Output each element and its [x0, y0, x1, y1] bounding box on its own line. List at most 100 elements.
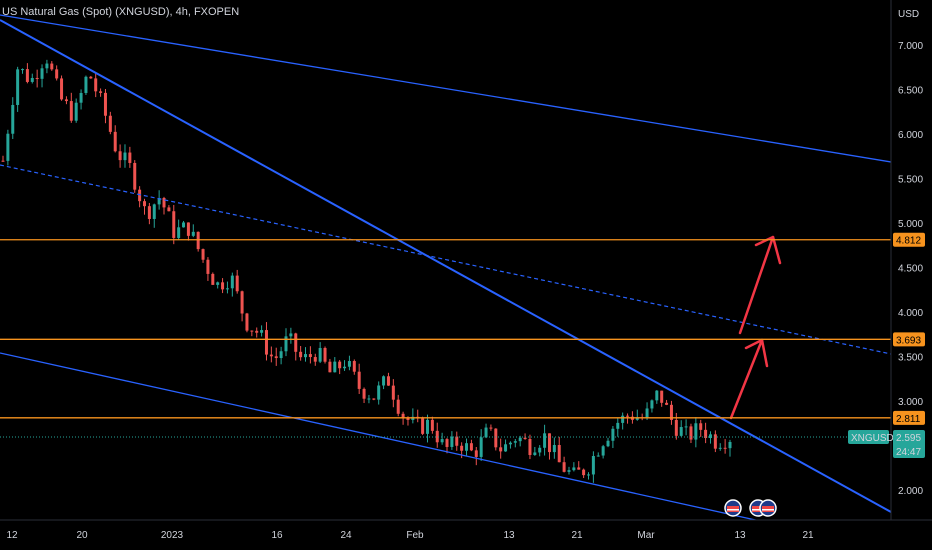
horizontal-levels[interactable] [0, 239, 891, 419]
candle-body [60, 78, 64, 100]
candle-body [655, 390, 659, 401]
candle-body [528, 439, 532, 455]
candle-body [84, 76, 88, 93]
candle-body [723, 447, 727, 449]
candle-body [699, 423, 703, 430]
candle-body [55, 69, 59, 79]
time-tick-label: 12 [6, 530, 18, 541]
candle-body [206, 259, 210, 274]
time-tick-label: Feb [406, 530, 424, 541]
candle-body [196, 231, 200, 250]
candle-body [274, 356, 278, 359]
level-badge [893, 232, 925, 247]
price-tick-label: 2.000 [898, 486, 923, 497]
candle-body [479, 437, 483, 457]
candle-body [728, 441, 732, 449]
candle-body [401, 413, 405, 419]
candle-body [572, 467, 576, 471]
candle-body [435, 430, 439, 443]
us-flag-icon[interactable] [724, 499, 742, 517]
candle-body [601, 446, 605, 456]
candle-body [352, 361, 356, 372]
candle-body [645, 408, 649, 419]
candle-body [440, 439, 444, 443]
candle-body [21, 69, 25, 71]
trendline-dashed[interactable] [0, 164, 892, 355]
time-tick-label: 20 [76, 530, 88, 541]
candle-body [450, 436, 454, 447]
candle-body [674, 419, 678, 436]
candle-body [386, 376, 390, 386]
current-price-label: 2.595 [896, 433, 921, 444]
candle-body [557, 445, 561, 463]
candle-body [157, 197, 161, 205]
candle-body [255, 330, 259, 333]
level-price-label: 4.812 [896, 236, 921, 247]
candle-body [523, 437, 527, 440]
candle-body [474, 450, 478, 457]
candle-body [250, 330, 254, 332]
candle-body [396, 399, 400, 414]
candle-body [391, 385, 395, 400]
arrowhead-3693 [744, 338, 769, 368]
candle-body [328, 361, 332, 373]
time-tick-label: 16 [271, 530, 283, 541]
candle-body [186, 222, 190, 236]
symbol-label: XNGUSD [851, 433, 894, 444]
candle-body [221, 282, 225, 290]
time-axis: 12 20 2023 16 24 Feb 13 21 Mar 13 21 [6, 530, 814, 541]
symbol-badge [848, 430, 889, 444]
candle-body [684, 426, 688, 428]
candle-body [30, 77, 34, 82]
candle-body [79, 92, 83, 103]
candle-body [142, 201, 146, 207]
candle-body [694, 423, 698, 440]
level-price-label: 2.811 [896, 414, 921, 425]
candle-body [201, 249, 205, 260]
price-tick-label: 3.000 [898, 397, 923, 408]
candle-body [533, 452, 537, 455]
candle-body [138, 189, 142, 202]
level-badge [893, 410, 925, 425]
chart-title: US Natural Gas (Spot) (XNGUSD), 4h, FXOP… [2, 6, 240, 18]
candle-body [669, 404, 673, 420]
candle-body [611, 428, 615, 441]
level-price-labels: 4.812 3.693 2.811 [893, 232, 925, 425]
candle-body [230, 275, 234, 289]
price-tick-label: 4.500 [898, 264, 923, 275]
candle-body [40, 68, 44, 79]
candle-body [177, 227, 181, 238]
trendline-support[interactable] [0, 352, 761, 522]
candle-body [45, 63, 49, 69]
candle-body [372, 398, 376, 400]
time-axis-bg[interactable] [0, 520, 932, 550]
candle-body [347, 361, 351, 367]
candle-body [577, 467, 581, 470]
level-price-label: 3.693 [896, 335, 921, 346]
candle-body [284, 336, 288, 352]
trendline-upper-channel[interactable] [0, 14, 892, 163]
event-markers[interactable] [724, 499, 777, 517]
candle-body [299, 351, 303, 358]
price-tick-label: 4.000 [898, 308, 923, 319]
projection-arrows[interactable] [729, 235, 782, 420]
us-flag-icon[interactable] [759, 499, 777, 517]
candle-body [304, 354, 308, 358]
candle-body [294, 333, 298, 352]
candle-body [538, 447, 542, 453]
candle-body [118, 151, 122, 161]
candle-body [323, 347, 327, 362]
trendline-resistance[interactable] [0, 19, 892, 513]
candle-body [216, 282, 220, 285]
candle-body [89, 76, 93, 79]
arrow-to-3693[interactable] [729, 338, 764, 420]
countdown-label: 24:47 [896, 447, 921, 458]
candle-body [430, 419, 434, 431]
candle-body [162, 197, 166, 208]
arrow-to-4812[interactable] [738, 235, 775, 335]
price-axis: 7.000 6.500 6.000 5.500 5.000 4.500 4.000 3.500… [898, 41, 923, 497]
candle-body [547, 433, 551, 453]
drawing-layer[interactable] [0, 14, 892, 522]
candle-body [504, 444, 508, 452]
